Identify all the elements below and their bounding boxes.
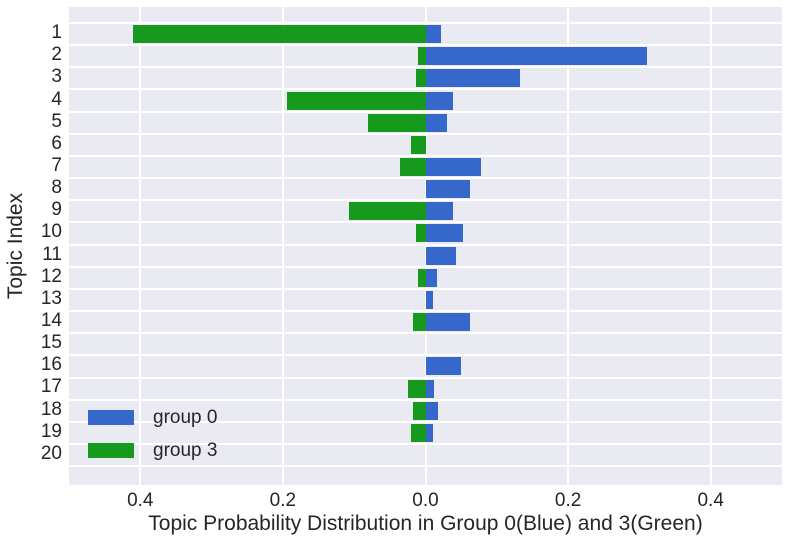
bar-group0-topic-18 (425, 401, 439, 420)
x-tick-label: 0.0 (412, 490, 439, 511)
bar-group3-topic-7 (399, 158, 426, 177)
gridline (709, 7, 712, 485)
bar-group0-topic-17 (425, 379, 435, 398)
y-tick-label-12: 12 (40, 265, 62, 287)
gridline (424, 7, 427, 485)
bar-group3-topic-6 (411, 135, 426, 154)
bar-group0-topic-9 (425, 202, 453, 221)
bar-row-topic-12 (69, 265, 782, 288)
bar-group3-topic-18 (413, 401, 426, 420)
bar-group0-topic-3 (425, 69, 521, 88)
bar-row-topic-11 (69, 243, 782, 266)
legend-label: group 3 (153, 440, 218, 461)
bar-row-topic-14 (69, 310, 782, 332)
bar-row-topic-8 (69, 177, 782, 199)
bar-row-topic-18 (69, 398, 782, 421)
bar-group3-topic-9 (348, 202, 426, 221)
bar-group0-topic-11 (425, 246, 457, 265)
legend-item: group 0 (88, 408, 217, 427)
bar-row-topic-3 (69, 66, 782, 88)
bar-group0-topic-8 (425, 180, 470, 199)
y-axis-label: Topic Index (4, 192, 27, 300)
bar-row-topic-17 (69, 376, 782, 399)
legend-label: group 0 (153, 407, 218, 428)
bar-group0-topic-12 (425, 268, 437, 287)
bar-group3-topic-10 (416, 224, 426, 243)
bar-group0-topic-14 (425, 313, 470, 332)
x-tick-label: 0.4 (697, 490, 724, 511)
bar-group3-topic-4 (287, 91, 426, 110)
y-tick-label-14: 14 (40, 310, 62, 332)
bar-group3-topic-12 (417, 268, 426, 287)
gridline (281, 7, 284, 485)
bar-group0-topic-2 (425, 47, 647, 66)
y-tick-label-2: 2 (51, 44, 62, 66)
y-tick-label-4: 4 (51, 88, 62, 110)
y-tick-label-9: 9 (51, 199, 62, 221)
y-tick-label-16: 16 (40, 354, 62, 376)
x-axis-label: Topic Probability Distribution in Group … (148, 512, 703, 535)
bar-row-topic-20 (69, 442, 782, 465)
y-tick-label-17: 17 (40, 376, 62, 398)
legend-swatch (88, 410, 134, 425)
bar-group3-topic-19 (411, 423, 426, 442)
y-tick-label-13: 13 (40, 287, 62, 309)
x-tick-label: 0.2 (269, 490, 297, 511)
y-tick-label-5: 5 (51, 110, 62, 132)
y-tick-label-15: 15 (40, 332, 62, 354)
x-tick-label: 0.4 (127, 490, 154, 511)
bar-group0-topic-1 (425, 25, 442, 44)
gridline (139, 7, 142, 485)
bar-row-topic-5 (69, 110, 782, 133)
bar-group0-topic-19 (425, 423, 434, 442)
y-tick-label-7: 7 (51, 154, 62, 176)
bar-group3-topic-1 (133, 25, 426, 44)
y-tick-label-19: 19 (40, 420, 62, 442)
bar-row-topic-9 (69, 199, 782, 221)
y-tick-label-8: 8 (51, 177, 62, 199)
bar-row-topic-10 (69, 221, 782, 243)
bar-row-topic-13 (69, 287, 782, 310)
bar-group0-topic-5 (425, 113, 447, 132)
y-tick-label-10: 10 (40, 221, 62, 243)
bar-row-topic-16 (69, 354, 782, 376)
bar-group3-topic-14 (413, 313, 426, 332)
bar-group0-topic-4 (425, 91, 453, 110)
bar-group3-topic-3 (415, 69, 426, 88)
x-tick-label: 0.2 (554, 490, 582, 511)
bar-row-topic-4 (69, 88, 782, 110)
bar-row-topic-2 (69, 44, 782, 66)
y-tick-label-18: 18 (40, 398, 62, 420)
bar-group0-topic-10 (425, 224, 464, 243)
legend: group 0 group 3 (88, 408, 217, 460)
gridline (567, 7, 570, 485)
legend-swatch (88, 443, 134, 458)
bar-row-topic-1 (69, 22, 782, 44)
plot-area: group 0 group 3 (69, 7, 782, 485)
bar-group3-topic-5 (368, 113, 426, 132)
y-tick-label-3: 3 (51, 66, 62, 88)
bar-group3-topic-2 (417, 47, 426, 66)
bar-group3-topic-17 (408, 379, 426, 398)
bar-group0-topic-13 (425, 290, 433, 309)
bar-group0-topic-7 (425, 158, 482, 177)
y-tick-label-11: 11 (42, 243, 62, 265)
y-tick-label-20: 20 (40, 442, 62, 464)
y-tick-label-6: 6 (51, 132, 62, 154)
legend-item: group 3 (88, 441, 217, 460)
bar-row-topic-19 (69, 420, 782, 443)
bar-row-topic-6 (69, 132, 782, 155)
bar-rows (69, 22, 782, 465)
bar-row-topic-15 (69, 332, 782, 354)
gridline (69, 465, 782, 467)
y-tick-label-1: 1 (51, 22, 62, 44)
bar-group0-topic-16 (425, 357, 462, 376)
bar-row-topic-7 (69, 154, 782, 177)
